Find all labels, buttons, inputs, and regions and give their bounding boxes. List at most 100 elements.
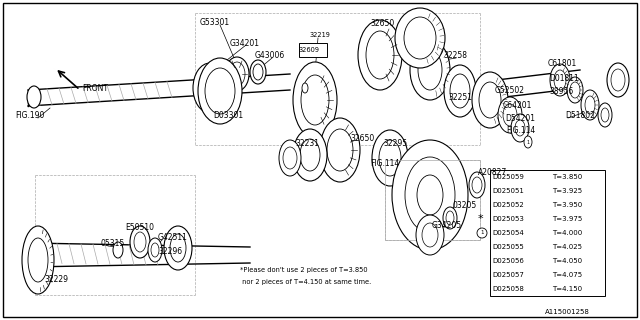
Ellipse shape (164, 226, 192, 270)
Text: 32258: 32258 (443, 51, 467, 60)
Ellipse shape (358, 20, 402, 90)
Ellipse shape (611, 69, 625, 91)
Ellipse shape (570, 82, 580, 98)
Text: T=4.150: T=4.150 (552, 286, 582, 292)
Ellipse shape (302, 83, 308, 93)
Ellipse shape (550, 64, 570, 96)
Text: D54201: D54201 (505, 114, 535, 123)
Text: 32296: 32296 (158, 247, 182, 257)
Text: G43006: G43006 (255, 51, 285, 60)
Ellipse shape (498, 97, 522, 133)
Text: T=4.050: T=4.050 (552, 258, 582, 264)
Ellipse shape (379, 140, 401, 176)
Text: D025057: D025057 (492, 272, 524, 278)
Text: C61801: C61801 (548, 59, 577, 68)
Ellipse shape (301, 75, 329, 125)
Ellipse shape (444, 65, 476, 117)
Text: D025056: D025056 (492, 258, 524, 264)
Text: D025059: D025059 (492, 174, 524, 180)
Ellipse shape (151, 243, 159, 257)
Ellipse shape (170, 234, 186, 262)
Ellipse shape (410, 40, 450, 100)
Text: 1: 1 (480, 230, 484, 236)
Ellipse shape (395, 8, 445, 68)
Ellipse shape (198, 58, 242, 124)
Ellipse shape (250, 60, 266, 84)
Text: 38956: 38956 (549, 86, 573, 95)
Text: 32295: 32295 (383, 139, 407, 148)
Bar (490, 170, 605, 296)
Text: 32229: 32229 (44, 276, 68, 284)
Text: G42511: G42511 (158, 233, 188, 242)
Text: D01811: D01811 (549, 74, 579, 83)
Ellipse shape (205, 68, 235, 114)
Ellipse shape (446, 211, 454, 225)
Text: D025055: D025055 (492, 244, 524, 250)
Text: D025052: D025052 (492, 202, 524, 208)
Ellipse shape (27, 86, 41, 108)
Text: C64201: C64201 (503, 100, 532, 109)
Text: 32609: 32609 (299, 47, 320, 53)
Ellipse shape (327, 129, 353, 171)
Ellipse shape (283, 147, 297, 169)
Text: T=4.025: T=4.025 (552, 244, 582, 250)
Text: FIG.114: FIG.114 (506, 125, 535, 134)
Ellipse shape (581, 90, 599, 120)
Ellipse shape (422, 223, 438, 247)
Ellipse shape (229, 62, 245, 86)
Ellipse shape (366, 31, 394, 79)
Ellipse shape (511, 114, 529, 142)
Ellipse shape (320, 118, 360, 182)
Ellipse shape (601, 108, 609, 122)
Ellipse shape (417, 175, 443, 215)
Ellipse shape (113, 242, 123, 258)
Text: nor 2 pieces of T=4.150 at same time.: nor 2 pieces of T=4.150 at same time. (240, 279, 371, 285)
Ellipse shape (503, 104, 517, 126)
Ellipse shape (22, 226, 54, 294)
Ellipse shape (225, 57, 249, 91)
Text: G34201: G34201 (230, 38, 260, 47)
Ellipse shape (479, 82, 501, 118)
Ellipse shape (585, 96, 595, 114)
Text: T=3.850: T=3.850 (552, 174, 582, 180)
Ellipse shape (418, 50, 442, 90)
Text: E50510: E50510 (125, 223, 154, 233)
Text: 1: 1 (527, 140, 529, 145)
Ellipse shape (200, 73, 220, 103)
Text: D51802: D51802 (565, 110, 595, 119)
Ellipse shape (607, 63, 629, 97)
Text: D025054: D025054 (492, 230, 524, 236)
Ellipse shape (148, 238, 162, 262)
Text: A115001258: A115001258 (545, 309, 590, 315)
Ellipse shape (472, 72, 508, 128)
Text: A20827: A20827 (478, 167, 508, 177)
Bar (385, 160, 480, 240)
Ellipse shape (515, 120, 525, 136)
Ellipse shape (372, 130, 408, 186)
Text: T=4.000: T=4.000 (552, 230, 582, 236)
Text: *Please don't use 2 pieces of T=3.850: *Please don't use 2 pieces of T=3.850 (240, 267, 367, 273)
Text: G52502: G52502 (495, 85, 525, 94)
Text: 05315: 05315 (100, 238, 124, 247)
Text: FIG.190: FIG.190 (15, 110, 44, 119)
Text: D03301: D03301 (213, 110, 243, 119)
Ellipse shape (598, 103, 612, 127)
Text: D025053: D025053 (492, 216, 524, 222)
Text: D025051: D025051 (492, 188, 524, 194)
Ellipse shape (300, 139, 320, 171)
Ellipse shape (443, 207, 457, 229)
Ellipse shape (293, 62, 337, 138)
Text: 32650: 32650 (350, 133, 374, 142)
Text: T=3.950: T=3.950 (552, 202, 582, 208)
Ellipse shape (567, 77, 583, 103)
Ellipse shape (134, 232, 146, 252)
Text: FRONT: FRONT (82, 84, 108, 92)
Text: D025058: D025058 (492, 286, 524, 292)
Ellipse shape (392, 140, 468, 250)
Ellipse shape (524, 136, 532, 148)
Ellipse shape (293, 129, 327, 181)
Ellipse shape (28, 238, 48, 282)
Text: 32650: 32650 (370, 19, 394, 28)
Ellipse shape (279, 140, 301, 176)
Text: FIG.114: FIG.114 (370, 158, 399, 167)
